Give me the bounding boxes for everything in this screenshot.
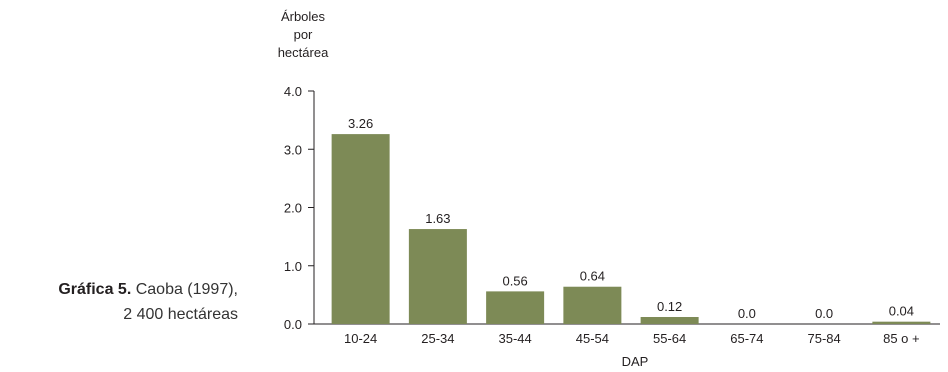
bar [640,317,699,324]
y-tick-label: 3.0 [284,142,302,157]
bar [563,286,622,324]
x-category-label: 85 o + [883,331,920,346]
bar-value-label: 3.26 [348,116,373,131]
bar-value-label: 0.04 [889,304,914,319]
bar-value-label: 0.64 [580,269,605,284]
bar-value-label: 0.12 [657,299,682,314]
caption-line-2: 2 400 hectáreas [123,306,238,323]
bar-value-label: 0.0 [815,306,833,321]
bar [872,321,931,324]
y-tick-label: 4.0 [284,84,302,99]
bar [486,291,545,324]
x-category-label: 35-44 [499,331,532,346]
x-category-label: 45-54 [576,331,609,346]
y-tick-label: 2.0 [284,201,302,216]
bar [408,229,467,324]
caption-figure-number: Gráfica 5. [58,281,132,298]
x-category-label: 65-74 [730,331,763,346]
x-category-label: 10-24 [344,331,377,346]
bar-value-label: 1.63 [425,211,450,226]
x-category-label: 55-64 [653,331,686,346]
caption-line-1: Gráfica 5. Caoba (1997), [58,277,238,302]
x-category-label: 25-34 [421,331,454,346]
y-axis-label-line-1: Árboles [280,9,326,24]
x-axis-label: DAP [622,354,649,369]
y-axis-label: Árboles por hectárea [255,8,351,62]
y-tick-label: 1.0 [284,259,302,274]
bar-value-label: 0.0 [738,306,756,321]
x-category-label: 75-84 [808,331,841,346]
bar [331,134,390,324]
caption-title: Caoba (1997), [131,281,238,298]
y-axis-label-line-2: por [293,27,313,42]
bar-value-label: 0.56 [502,273,527,288]
y-tick-label: 0.0 [284,317,302,332]
figure-caption: Gráfica 5. Caoba (1997), 2 400 hectáreas [58,277,238,327]
y-axis-label-line-3: hectárea [277,45,329,60]
